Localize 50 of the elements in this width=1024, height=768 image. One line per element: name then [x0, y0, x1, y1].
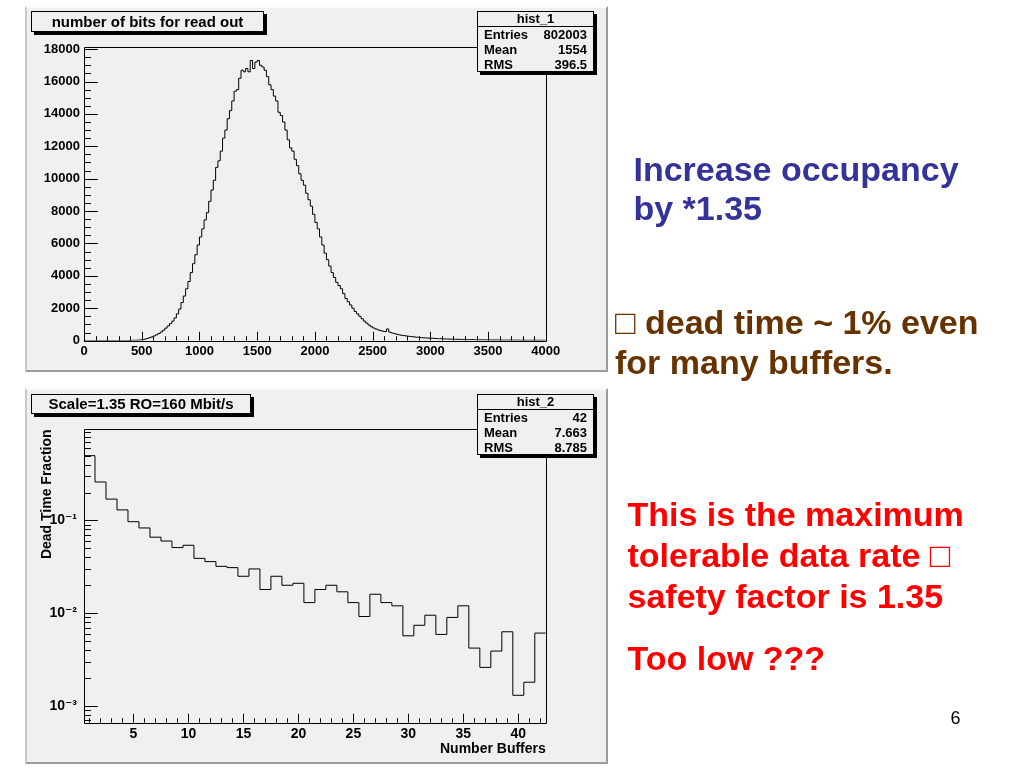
text: Too low ???: [627, 638, 827, 680]
y-tick-label: 10⁻²: [49, 604, 78, 621]
text: 8.785: [554, 440, 587, 455]
annotation: Mean: [484, 425, 518, 440]
x-tick-label: 500: [130, 342, 153, 358]
x-tick-label: 20: [290, 724, 307, 741]
x-tick-label: 2500: [358, 342, 388, 358]
text: 7.663: [554, 425, 587, 440]
text: 6: [950, 707, 962, 728]
x-tick-label: 2000: [300, 342, 330, 358]
text: hist_2: [516, 394, 555, 409]
x-tick-label: 35: [455, 724, 472, 741]
y-tick-label: 4000: [51, 267, 80, 283]
annotation: Mean: [484, 42, 518, 57]
text: 42: [572, 410, 587, 425]
y-tick-label: 0: [72, 332, 80, 348]
chart-title: Scale=1.35 RO=160 Mbit/s: [31, 394, 251, 414]
text: This is the maximum tolerable data rate □ safety factor is 1.35: [627, 494, 965, 618]
x-tick-label: 3500: [473, 342, 503, 358]
x-tick-label: 4000: [531, 342, 561, 358]
chart-title: number of bits for read out: [31, 11, 264, 32]
x-tick-label: 5: [129, 724, 138, 741]
text: Increase occupancy by *1.35: [633, 150, 960, 229]
text: 1554: [558, 42, 587, 57]
x-tick-label: 30: [400, 724, 417, 741]
x-tick-label: 1000: [184, 342, 214, 358]
y-tick-label: 10000: [43, 170, 80, 186]
y-tick-label: 8000: [51, 202, 80, 218]
y-tick-label: 14000: [43, 105, 80, 121]
text: hist_1: [516, 11, 555, 26]
text: Entries: [484, 410, 529, 425]
y-tick-label: 6000: [51, 235, 80, 251]
y-tick-label: 12000: [43, 137, 80, 153]
annotation: RMS: [484, 57, 513, 72]
y-tick-label: 10⁻³: [49, 696, 78, 713]
y-tick-label: 16000: [43, 73, 80, 89]
y-tick-label: 18000: [43, 40, 80, 56]
text: 396.5: [554, 57, 587, 72]
annotation: RMS: [484, 440, 513, 455]
text: Entries: [484, 27, 529, 42]
x-tick-label: 40: [510, 724, 527, 741]
text: □ dead time ~ 1% even for many buffers.: [615, 301, 980, 382]
x-tick-label: 15: [235, 724, 252, 741]
x-tick-label: 3000: [415, 342, 445, 358]
x-tick-label: 1500: [242, 342, 272, 358]
y-tick-label: 2000: [51, 299, 80, 315]
text: 802003: [543, 27, 587, 42]
x-tick-label: 25: [345, 724, 362, 741]
x-axis-title: Number Buffers: [440, 740, 547, 757]
x-tick-label: 10: [180, 724, 197, 741]
